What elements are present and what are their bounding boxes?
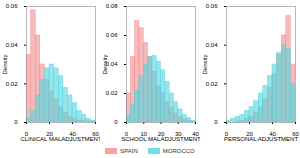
svg-text:0.06: 0.06 [106, 32, 118, 38]
svg-text:0.02: 0.02 [6, 81, 18, 87]
svg-text:40: 40 [269, 130, 276, 137]
svg-text:Density: Density [202, 54, 208, 74]
svg-text:0.06: 0.06 [6, 3, 18, 9]
svg-text:10: 10 [140, 130, 148, 137]
svg-text:30: 30 [174, 130, 182, 137]
svg-text:0: 0 [214, 119, 218, 125]
svg-text:0.08: 0.08 [106, 3, 118, 9]
svg-text:60: 60 [92, 130, 99, 137]
svg-text:SCHOOL MALADJUSTMENT: SCHOOL MALADJUSTMENT [121, 136, 200, 142]
html-text:SPAIN: SPAIN [120, 147, 138, 154]
svg-text:0: 0 [14, 119, 18, 125]
svg-text:Density: Density [2, 54, 8, 74]
svg-text:0: 0 [24, 130, 29, 137]
svg-text:40: 40 [192, 130, 199, 137]
svg-text:Density: Density [102, 54, 108, 74]
svg-text:0.04: 0.04 [6, 42, 18, 48]
svg-text:0: 0 [224, 130, 229, 137]
svg-text:40: 40 [69, 130, 76, 137]
svg-text:0: 0 [124, 130, 129, 137]
svg-text:0: 0 [114, 119, 118, 125]
svg-text:0.02: 0.02 [206, 81, 218, 87]
svg-text:0.04: 0.04 [105, 61, 118, 68]
svg-text:20: 20 [46, 130, 53, 137]
svg-text:0.02: 0.02 [106, 90, 118, 96]
html-text:MOROCCO: MOROCCO [162, 147, 195, 154]
svg-text:0.04: 0.04 [206, 42, 218, 48]
svg-text:60: 60 [292, 130, 299, 137]
svg-text:PERSONAL ADJUSTMENT: PERSONAL ADJUSTMENT [224, 136, 298, 142]
svg-text:0.06: 0.06 [206, 3, 218, 9]
svg-text:20: 20 [246, 130, 253, 137]
svg-text:20: 20 [157, 130, 165, 137]
svg-text:CLINICAL MALADJUSTMENT: CLINICAL MALADJUSTMENT [20, 136, 100, 142]
